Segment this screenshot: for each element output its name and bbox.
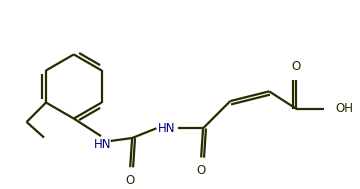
Text: O: O [197, 164, 206, 177]
Text: O: O [292, 60, 301, 73]
Text: HN: HN [157, 122, 175, 135]
Text: OH: OH [335, 102, 353, 115]
Text: HN: HN [94, 138, 112, 151]
Text: O: O [126, 174, 135, 187]
